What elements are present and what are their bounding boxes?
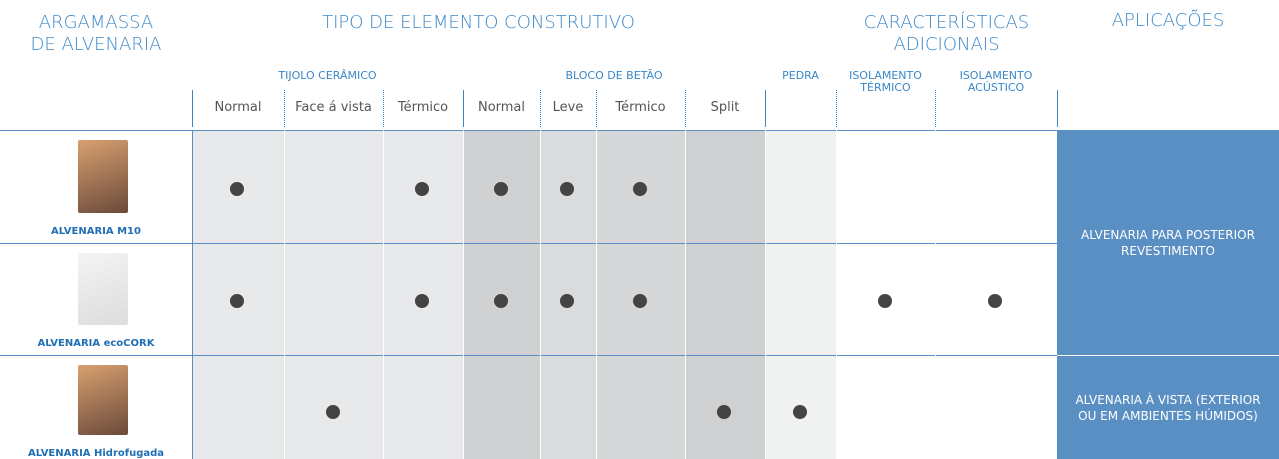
application-divider	[1057, 355, 1279, 356]
dot	[493, 294, 508, 308]
dot	[493, 181, 508, 196]
cell-line	[935, 130, 936, 459]
group-label: ISOLAMENTO ACÚSTICO	[959, 69, 1033, 94]
column-label: Face á vista	[295, 100, 372, 115]
product-image	[78, 253, 128, 325]
header-separator	[1057, 90, 1058, 127]
column-label: Normal	[477, 100, 526, 115]
group-label: BLOCO DE BETÃO	[565, 69, 663, 82]
product-label: ALVENARIA ecoCORK	[37, 338, 155, 349]
header-separator	[765, 90, 766, 127]
header-separator	[192, 90, 193, 127]
header-separator	[836, 90, 837, 127]
dot	[415, 294, 429, 308]
row-line-right	[1057, 130, 1279, 131]
header-separator	[383, 90, 384, 127]
header-separator	[935, 90, 936, 127]
application-cell: ALVENARIA À VISTA (EXTERIOR OU EM AMBIEN…	[1057, 356, 1279, 459]
group-label: PEDRA	[782, 69, 819, 82]
dot	[230, 294, 244, 308]
dot	[632, 294, 647, 308]
header-separator	[284, 90, 285, 127]
column-background	[685, 130, 765, 459]
header-element-type: TIPO DE ELEMENTO CONSTRUTIVO	[322, 12, 635, 33]
header-separator	[685, 90, 686, 127]
dot	[325, 405, 340, 419]
cell-line	[765, 130, 766, 459]
cell-line	[685, 130, 686, 459]
dot	[717, 405, 731, 419]
header-applications: APLICAÇÕES	[1111, 10, 1225, 31]
header-separator	[596, 90, 597, 127]
column-background	[284, 130, 383, 459]
group-label: TIJOLO CERÂMICO	[278, 69, 377, 82]
row-line	[0, 130, 1057, 131]
dot	[877, 294, 892, 308]
header-separator	[540, 90, 541, 127]
column-background	[765, 130, 836, 459]
group-label: ISOLAMENTO TÉRMICO	[849, 69, 922, 94]
column-label: Térmico	[615, 100, 666, 115]
product-label: ALVENARIA Hidrofugada	[27, 448, 165, 459]
header-separator	[463, 90, 464, 127]
cell-line	[192, 130, 193, 459]
cell-line	[463, 130, 464, 459]
cell-line	[383, 130, 384, 459]
cell-line	[284, 130, 285, 459]
column-label: Normal	[214, 100, 262, 115]
dot	[230, 181, 244, 196]
header-product: ARGAMASSA DE ALVENARIA	[30, 12, 162, 55]
dot	[415, 181, 429, 196]
dot	[792, 405, 807, 419]
product-label: ALVENARIA M10	[51, 226, 141, 237]
cell-line	[836, 130, 837, 459]
column-label: Leve	[552, 100, 584, 115]
product-image	[78, 140, 128, 213]
dot	[988, 294, 1002, 308]
row-line	[0, 355, 1057, 356]
cell-line	[596, 130, 597, 459]
row-line	[0, 243, 1057, 244]
header-additional: CARACTERÍSTICAS ADICIONAIS	[863, 12, 1030, 55]
column-label: Split	[710, 100, 740, 115]
column-label: Térmico	[397, 100, 449, 115]
dot	[560, 181, 574, 196]
cell-line	[540, 130, 541, 459]
dot	[632, 181, 647, 196]
application-cell: ALVENARIA PARA POSTERIOR REVESTIMENTO	[1057, 131, 1279, 355]
product-image	[78, 365, 128, 435]
dot	[560, 294, 574, 308]
